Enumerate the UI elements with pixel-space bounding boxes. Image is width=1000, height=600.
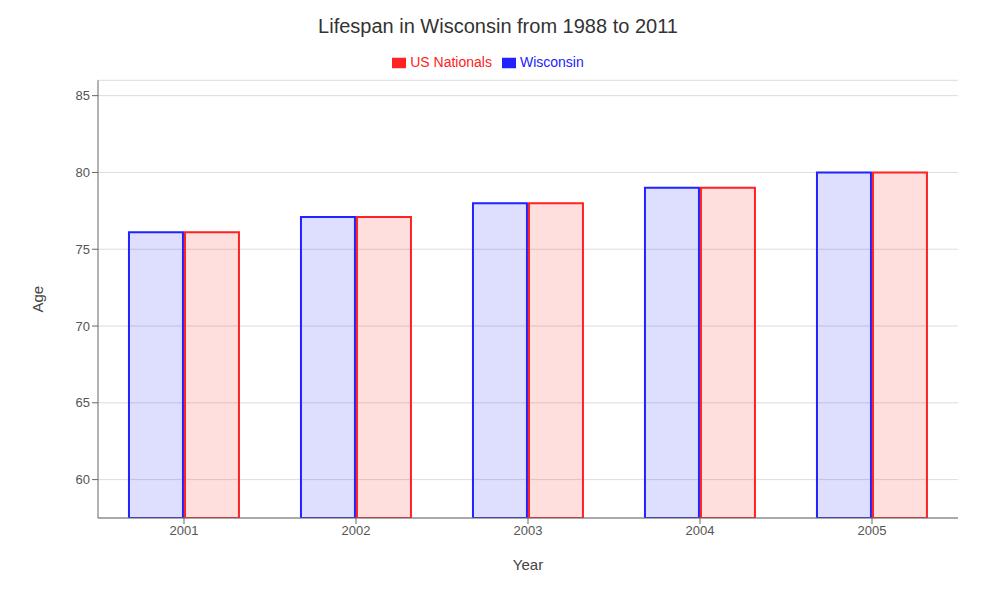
svg-text:70: 70: [76, 319, 90, 334]
html-text:Wisconsin: Wisconsin: [520, 54, 584, 70]
svg-text:2001: 2001: [170, 523, 199, 538]
html-text:US Nationals: US Nationals: [410, 54, 492, 70]
svg-text:2003: 2003: [514, 523, 543, 538]
svg-text:60: 60: [76, 472, 90, 487]
svg-text:2002: 2002: [342, 523, 371, 538]
svg-text:Year: Year: [513, 556, 543, 573]
svg-text:Age: Age: [29, 286, 46, 313]
html-text:Lifespan in Wisconsin from 198: Lifespan in Wisconsin from 1988 to 2011: [318, 15, 678, 37]
svg-text:2004: 2004: [686, 523, 715, 538]
svg-text:2005: 2005: [858, 523, 887, 538]
svg-text:75: 75: [76, 242, 90, 257]
svg-text:65: 65: [76, 395, 90, 410]
svg-text:85: 85: [76, 88, 90, 103]
svg-text:80: 80: [76, 165, 90, 180]
